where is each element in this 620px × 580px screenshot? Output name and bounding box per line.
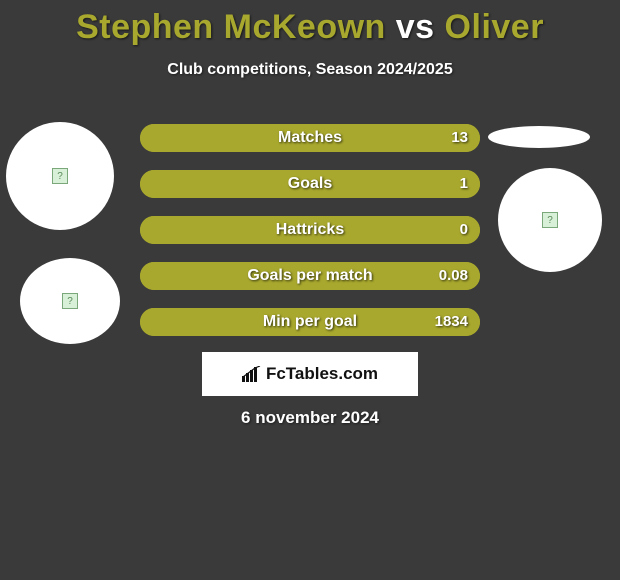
player2-name: Oliver bbox=[445, 8, 544, 46]
bar-value: 1 bbox=[460, 170, 468, 198]
bar-label: Goals per match bbox=[140, 262, 480, 290]
stat-row: Matches13 bbox=[140, 124, 480, 152]
comparison-title: Stephen McKeown vs Oliver bbox=[0, 0, 620, 47]
vs-separator: vs bbox=[396, 8, 435, 46]
broken-image-icon: ? bbox=[52, 168, 68, 184]
stat-row: Goals1 bbox=[140, 170, 480, 198]
bar-value: 13 bbox=[451, 124, 468, 152]
bar-value: 1834 bbox=[435, 308, 468, 336]
bar-label: Hattricks bbox=[140, 216, 480, 244]
avatar-left-bottom: ? bbox=[20, 258, 120, 344]
stat-row: Hattricks0 bbox=[140, 216, 480, 244]
bar-value: 0.08 bbox=[439, 262, 468, 290]
stats-bars: Matches13 Goals1 Hattricks0 Goals per match… bbox=[140, 124, 480, 354]
subtitle: Club competitions, Season 2024/2025 bbox=[0, 61, 620, 79]
bar-label: Min per goal bbox=[140, 308, 480, 336]
bar-label: Matches bbox=[140, 124, 480, 152]
avatar-right: ? bbox=[498, 168, 602, 272]
bar-label: Goals bbox=[140, 170, 480, 198]
avatar-left-top: ? bbox=[6, 122, 114, 230]
fctables-logo-icon bbox=[242, 366, 262, 382]
brand-text: FcTables.com bbox=[266, 364, 378, 384]
player1-name: Stephen McKeown bbox=[76, 8, 386, 46]
broken-image-icon: ? bbox=[542, 212, 558, 228]
stat-row: Min per goal1834 bbox=[140, 308, 480, 336]
decorative-ellipse-right bbox=[488, 126, 590, 148]
brand-badge: FcTables.com bbox=[202, 352, 418, 396]
bar-value: 0 bbox=[460, 216, 468, 244]
broken-image-icon: ? bbox=[62, 293, 78, 309]
stat-row: Goals per match0.08 bbox=[140, 262, 480, 290]
date-label: 6 november 2024 bbox=[0, 408, 620, 428]
